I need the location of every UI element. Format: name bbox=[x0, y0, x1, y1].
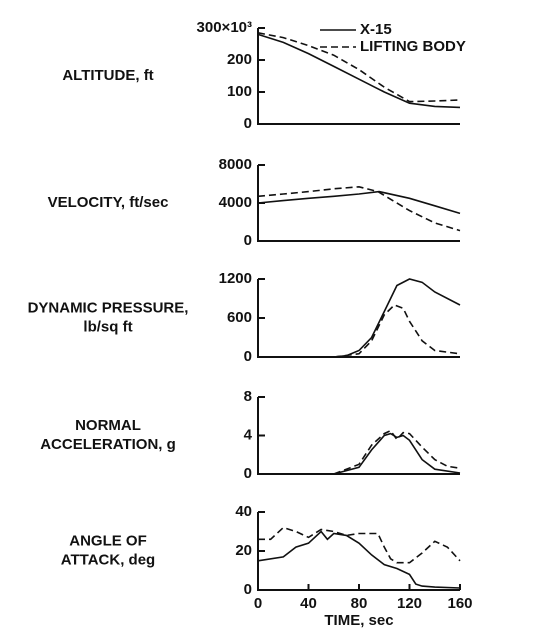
series-line bbox=[333, 304, 461, 358]
y-tick-label: 0 bbox=[244, 465, 252, 482]
y-tick-label: 4000 bbox=[219, 194, 252, 211]
x-tick-label: 40 bbox=[300, 595, 317, 612]
y-tick-label: 8 bbox=[244, 388, 252, 405]
y-axis-label: ATTACK, deg bbox=[61, 551, 155, 568]
series-line bbox=[257, 530, 461, 589]
y-axis-label: lb/sq ft bbox=[83, 318, 132, 335]
series-line bbox=[257, 33, 461, 109]
axis bbox=[257, 397, 460, 475]
y-tick-label: 200 bbox=[227, 51, 252, 68]
x-tick-label: 160 bbox=[447, 595, 472, 612]
y-axis-label: ACCELERATION, g bbox=[40, 436, 176, 453]
series-line bbox=[258, 526, 461, 564]
series-line bbox=[257, 32, 461, 103]
y-tick-label: 0 bbox=[244, 348, 252, 365]
y-axis-label: ALTITUDE, ft bbox=[62, 67, 153, 84]
y-tick-label: 600 bbox=[227, 309, 252, 326]
y-axis-label: DYNAMIC PRESSURE, bbox=[28, 299, 189, 316]
x-tick-label: 80 bbox=[351, 595, 368, 612]
series-line bbox=[333, 429, 461, 475]
y-tick-label: 0 bbox=[244, 581, 252, 598]
y-tick-label: 0 bbox=[244, 232, 252, 249]
axis bbox=[257, 279, 460, 358]
y-tick-label: 20 bbox=[235, 542, 252, 559]
y-tick-label: 300×10³ bbox=[197, 19, 252, 36]
series-line bbox=[333, 432, 461, 475]
axis bbox=[257, 165, 460, 242]
y-tick-label: 1200 bbox=[219, 270, 252, 287]
x-axis-label: TIME, sec bbox=[324, 612, 393, 629]
legend-label: LIFTING BODY bbox=[360, 38, 466, 55]
legend-label: X-15 bbox=[360, 21, 392, 38]
y-axis-label: ANGLE OF bbox=[69, 532, 147, 549]
x-tick-label: 120 bbox=[397, 595, 422, 612]
y-axis-label: NORMAL bbox=[75, 417, 141, 434]
y-tick-label: 0 bbox=[244, 115, 252, 132]
series-line bbox=[333, 278, 461, 358]
y-tick-label: 8000 bbox=[219, 156, 252, 173]
y-tick-label: 100 bbox=[227, 83, 252, 100]
axis bbox=[257, 512, 460, 591]
y-tick-label: 4 bbox=[244, 426, 253, 443]
series-line bbox=[257, 190, 461, 215]
y-tick-label: 40 bbox=[235, 503, 252, 520]
y-axis-label: VELOCITY, ft/sec bbox=[48, 194, 169, 211]
series-line bbox=[257, 185, 461, 232]
x-tick-label: 0 bbox=[254, 595, 262, 612]
